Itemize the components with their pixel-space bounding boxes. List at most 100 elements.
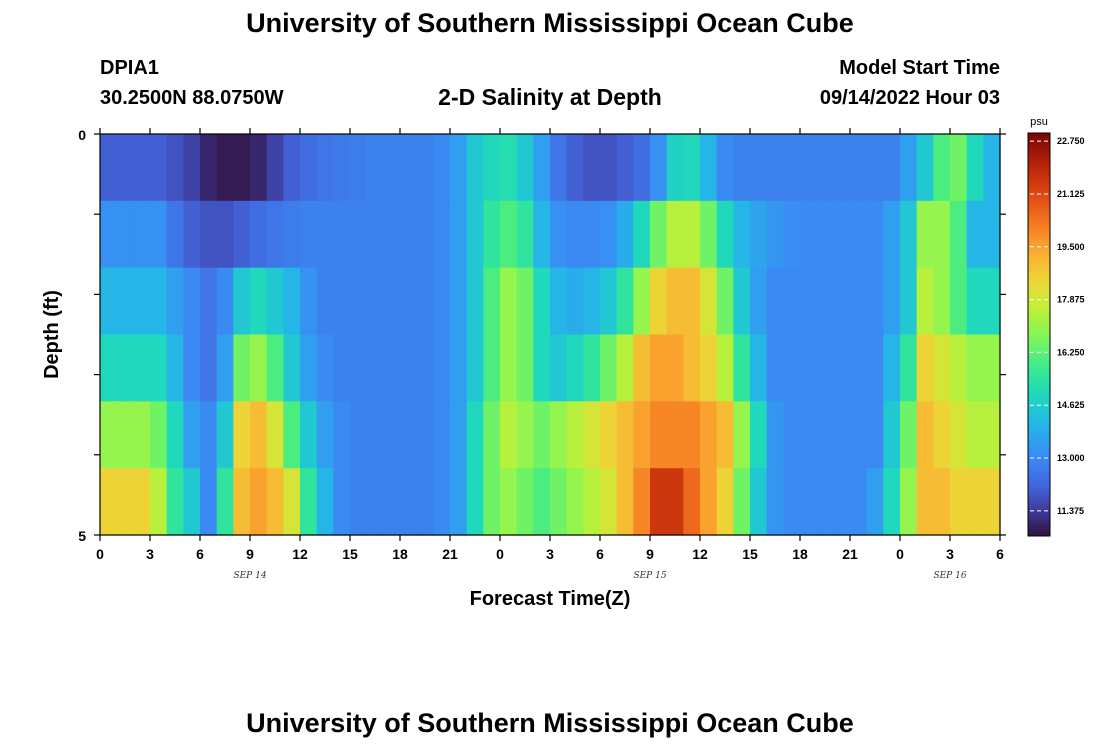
heatmap-cell [483,200,501,269]
heatmap-cell [966,134,984,202]
heatmap-cell [216,267,234,336]
heatmap-cell [983,134,1001,202]
heatmap-cell [950,134,968,202]
heatmap-cell [400,468,418,536]
heatmap-cell [283,200,301,269]
station-coordinates: 30.2500N 88.0750W [100,87,284,109]
heatmap-cell [866,334,884,402]
date-label: SEP 15 [633,571,666,581]
heatmap-cell [933,200,951,269]
heatmap-cell [766,334,784,402]
heatmap-cell [316,134,334,202]
heatmap-cell [316,267,334,336]
heatmap-cell [183,200,201,269]
heatmap-cell [550,267,568,336]
heatmap-cell [816,334,834,402]
heatmap-cell [250,200,268,269]
heatmap-cell [683,401,701,469]
heatmap-cell [300,200,318,269]
heatmap-cell [283,468,301,536]
heatmap-cell [383,134,401,202]
heatmap-cell [116,468,134,536]
heatmap-cell [883,468,901,536]
heatmap-cell [883,334,901,402]
heatmap-cell [800,334,818,402]
heatmap-cell [900,200,918,269]
heatmap-cell [800,468,818,536]
heatmap-cell [666,334,684,402]
heatmap-cell [533,200,551,269]
heatmap-cell [950,200,968,269]
heatmap-cell [916,200,934,269]
heatmap-cell [966,267,984,336]
heatmap-cell [133,468,151,536]
heatmap-cell [516,401,534,469]
heatmap-cell [583,267,601,336]
heatmap-cell [183,134,201,202]
heatmap-cell [233,267,251,336]
heatmap-cell [483,401,501,469]
heatmap-cell [833,401,851,469]
heatmap-cell [116,334,134,402]
heatmap-cell [666,468,684,536]
heatmap-cell [616,200,634,269]
heatmap-cell [833,134,851,202]
heatmap-cell [766,401,784,469]
heatmap-cell [233,200,251,269]
heatmap-cell [350,334,368,402]
heatmap-cell [600,134,618,202]
heatmap-cell [666,401,684,469]
heatmap-cell [933,468,951,536]
heatmap-cell [416,267,434,336]
x-tick-label: 9 [646,546,654,562]
heatmap-cell [333,200,351,269]
y-tick-label: 0 [78,127,86,143]
heatmap-cell [316,401,334,469]
x-tick-label: 12 [292,546,308,562]
heatmap-cell [950,267,968,336]
heatmap-cell [733,401,751,469]
heatmap-cell [833,334,851,402]
x-tick-label: 3 [146,546,154,562]
heatmap-cell [783,401,801,469]
heatmap-cell [933,134,951,202]
heatmap-cell [833,200,851,269]
heatmap-cell [500,468,518,536]
heatmap-cell [900,334,918,402]
heatmap-cell [650,468,668,536]
heatmap-cell [133,134,151,202]
heatmap-cell [983,401,1001,469]
heatmap-cell [583,134,601,202]
heatmap-cell [966,468,984,536]
heatmap-cell [233,401,251,469]
heatmap-cell [716,401,734,469]
heatmap-cell [666,134,684,202]
heatmap-cell [516,134,534,202]
heatmap-cell [966,401,984,469]
heatmap-cell [400,134,418,202]
x-tick-label: 0 [496,546,504,562]
x-tick-label: 6 [996,546,1004,562]
heatmap-cell [833,267,851,336]
heatmap-cell [166,334,184,402]
heatmap-cell [250,334,268,402]
heatmap-cell [166,401,184,469]
heatmap-cell [333,267,351,336]
heatmap-cell [483,334,501,402]
heatmap-cell [100,200,118,269]
heatmap-cell [733,468,751,536]
heatmap-cell [300,401,318,469]
heatmap-cell [200,134,218,202]
colorbar-tick-label: 11.375 [1057,506,1084,516]
heatmap-cell [950,334,968,402]
heatmap-cell [350,200,368,269]
heatmap-cell [166,200,184,269]
heatmap-cell [183,334,201,402]
heatmap-cell [516,468,534,536]
x-tick-label: 15 [342,546,358,562]
date-label: SEP 14 [233,571,266,581]
heatmap-cell [366,134,384,202]
heatmap-cell [366,200,384,269]
heatmap-cell [400,334,418,402]
heatmap-cell [800,134,818,202]
